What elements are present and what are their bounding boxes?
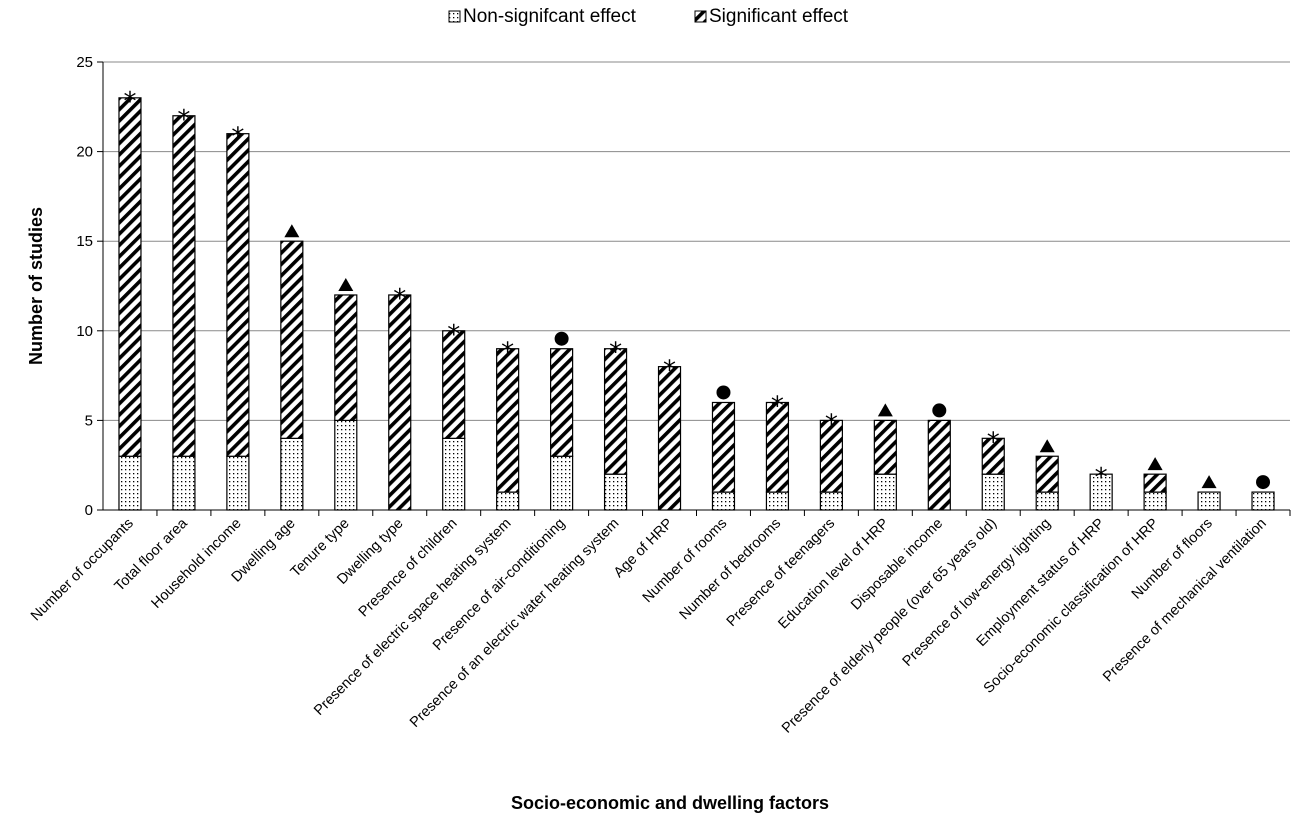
marker-star: * [231,123,244,153]
marker-triangle [877,403,893,417]
y-tick-label: 5 [85,412,93,429]
bar-nonsignificant [496,491,520,511]
x-axis-title: Socio-economic and dwelling factors [511,793,829,813]
bar-significant [1035,455,1059,493]
axes [102,62,1291,516]
bar-nonsignificant [819,491,843,511]
bar-nonsignificant [1251,491,1275,511]
bar-nonsignificant [442,437,466,511]
legend-swatch-nonsignificant [448,10,461,23]
bar-nonsignificant [1035,491,1059,511]
marker-star: * [1095,463,1108,493]
bar-significant [334,294,358,421]
bar-significant [873,419,897,475]
y-tick-label: 10 [76,323,93,340]
marker-circle [554,331,569,346]
bar-nonsignificant [765,491,790,511]
legend-label-significant: Significant effect [709,6,849,27]
bar-significant [172,115,196,457]
marker-star: * [609,338,622,368]
marker-triangle [338,277,354,291]
bar-significant [1143,473,1167,493]
y-tick-label: 0 [85,502,93,519]
bar-nonsignificant [1197,491,1221,511]
x-category-label: Number of bedrooms [677,516,785,624]
marker-star: * [177,105,190,135]
marker-circle [716,385,731,400]
x-category-label: Disposable income [848,516,946,614]
marker-star: * [501,338,514,368]
marker-star: * [771,391,784,421]
y-axis-title: Number of studies [26,207,46,365]
marker-circle [1256,475,1271,490]
bars [118,97,1275,511]
marker-star: * [825,409,838,439]
marker-circle [932,403,947,418]
x-category-label: Education level of HRP [775,516,892,633]
bar-significant [496,348,520,493]
bar-nonsignificant [981,473,1005,511]
marker-triangle [1039,439,1055,453]
bar-nonsignificant [172,455,196,511]
bar-nonsignificant [118,455,142,511]
y-axis-ticks: 0 5 10 15 20 25 [76,54,103,519]
x-category-label: Presence of electric space heating syste… [311,516,514,719]
bar-significant [981,437,1005,475]
legend-swatch-significant [694,10,707,23]
bar-significant [550,348,574,457]
bar-significant [603,348,628,475]
bar-significant [711,401,736,493]
bar-significant [118,97,142,457]
legend: Non-signifcant effect Significant effect [448,6,849,27]
bar-significant [819,419,843,493]
marker-star: * [987,427,1000,457]
bar-nonsignificant [873,473,897,511]
bar-significant [927,419,951,511]
marker-star: * [123,87,136,117]
bar-nonsignificant [226,455,250,511]
legend-label-nonsignificant: Non-signifcant effect [463,6,637,27]
significance-markers: * * * * * * * * * * * * [123,87,1271,493]
bar-significant [442,330,466,439]
y-tick-label: 20 [76,144,93,161]
x-category-label: Household income [148,516,244,612]
x-category-label: Presence of children [356,516,461,621]
y-tick-label: 15 [76,233,93,250]
bar-nonsignificant [603,473,628,511]
bar-significant [226,133,250,457]
bar-nonsignificant [711,491,736,511]
marker-triangle [1147,457,1163,471]
bar-significant [657,366,682,511]
y-tick-label: 25 [76,54,93,71]
marker-star: * [393,284,406,314]
bar-significant [280,240,304,439]
bar-nonsignificant [1143,491,1167,511]
x-category-label: Presence of teenagers [724,516,838,630]
marker-star: * [663,356,676,386]
marker-triangle [284,224,300,238]
bar-nonsignificant [550,455,574,511]
x-category-label: Number of occupants [28,516,137,625]
bar-significant [388,294,412,511]
bar-nonsignificant [334,419,358,511]
marker-star: * [447,320,460,350]
bar-nonsignificant [280,437,304,511]
bar-significant [765,401,790,493]
marker-triangle [1201,475,1217,489]
